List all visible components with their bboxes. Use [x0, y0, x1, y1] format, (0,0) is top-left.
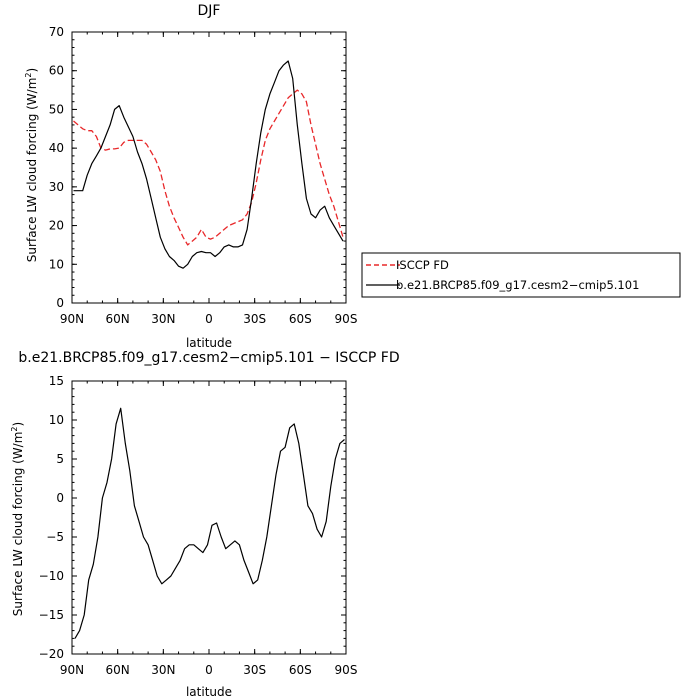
x-tick-label: 90S [335, 312, 358, 326]
x-tick-label: 30N [151, 663, 175, 677]
y-tick-label: −5 [46, 530, 64, 544]
x-tick-label: 90N [60, 663, 84, 677]
y-tick-label: 60 [49, 64, 64, 78]
x-tick-label: 0 [205, 663, 213, 677]
x-tick-label: 30S [243, 663, 266, 677]
y-tick-label: 0 [56, 296, 64, 310]
series-line-0 [74, 407, 345, 639]
y-tick-label: 15 [49, 374, 64, 388]
y-axis-label-end: ) [11, 422, 25, 427]
x-tick-label: 60N [106, 312, 130, 326]
y-tick-label: 5 [56, 452, 64, 466]
x-tick-label: 90S [335, 663, 358, 677]
y-axis-label: Surface LW cloud forcing (W/m2) [10, 422, 25, 616]
x-tick-label: 60S [289, 663, 312, 677]
legend-label-isccp: ISCCP FD [396, 258, 449, 272]
plot-area: −20 −15 −10 −5 0 5 10 15 90N 60N 30N 0 30S 60S 90S [39, 374, 358, 677]
plot-frame [71, 380, 347, 655]
chart-difference: b.e21.BRCP85.f09_g17.cesm2−cmip5.101 − I… [10, 350, 400, 699]
y-axis-label: Surface LW cloud forcing (W/m2) [24, 68, 39, 262]
x-tick-label: 60S [289, 312, 312, 326]
x-tick-label: 30N [151, 312, 175, 326]
y-tick-label: 50 [49, 102, 64, 116]
x-tick-label: 30S [243, 312, 266, 326]
y-tick-label: 10 [49, 257, 64, 271]
plot-area: 0 10 20 30 40 50 60 70 90N 60N 30N 0 30S 60S 90S [49, 25, 358, 326]
legend: ISCCP FD b.e21.BRCP85.f09_g17.cesm2−cmip… [361, 252, 681, 298]
y-tick-label: −10 [39, 569, 64, 583]
series-line-1 [73, 60, 344, 269]
y-tick-label: 30 [49, 180, 64, 194]
series-line-0 [73, 89, 344, 246]
y-axis-label-main: Surface LW cloud forcing (W/m [11, 432, 25, 617]
x-axis-label: latitude [186, 336, 232, 350]
y-axis-label-sup: 2 [24, 73, 33, 78]
y-tick-label: −15 [39, 608, 64, 622]
y-tick-label: 70 [49, 25, 64, 39]
y-tick-label: −20 [39, 647, 64, 661]
y-tick-label: 0 [56, 491, 64, 505]
legend-label-model: b.e21.BRCP85.f09_g17.cesm2−cmip5.101 [396, 278, 639, 292]
legend-box [361, 252, 681, 298]
y-tick-label: 10 [49, 413, 64, 427]
y-axis-label-main: Surface LW cloud forcing (W/m [25, 78, 39, 263]
chart-title: DJF [198, 3, 221, 19]
chart-djf: DJF latitude Surface LW cloud forcing (W… [24, 3, 681, 350]
x-tick-label: 90N [60, 312, 84, 326]
x-tick-label: 60N [106, 663, 130, 677]
y-axis-label-end: ) [25, 68, 39, 73]
chart-title: b.e21.BRCP85.f09_g17.cesm2−cmip5.101 − I… [18, 350, 399, 366]
y-axis-label-sup: 2 [10, 427, 19, 432]
y-tick-label: 40 [49, 141, 64, 155]
x-axis-label: latitude [186, 685, 232, 699]
x-tick-label: 0 [205, 312, 213, 326]
y-tick-label: 20 [49, 219, 64, 233]
plot-frame [71, 31, 347, 304]
